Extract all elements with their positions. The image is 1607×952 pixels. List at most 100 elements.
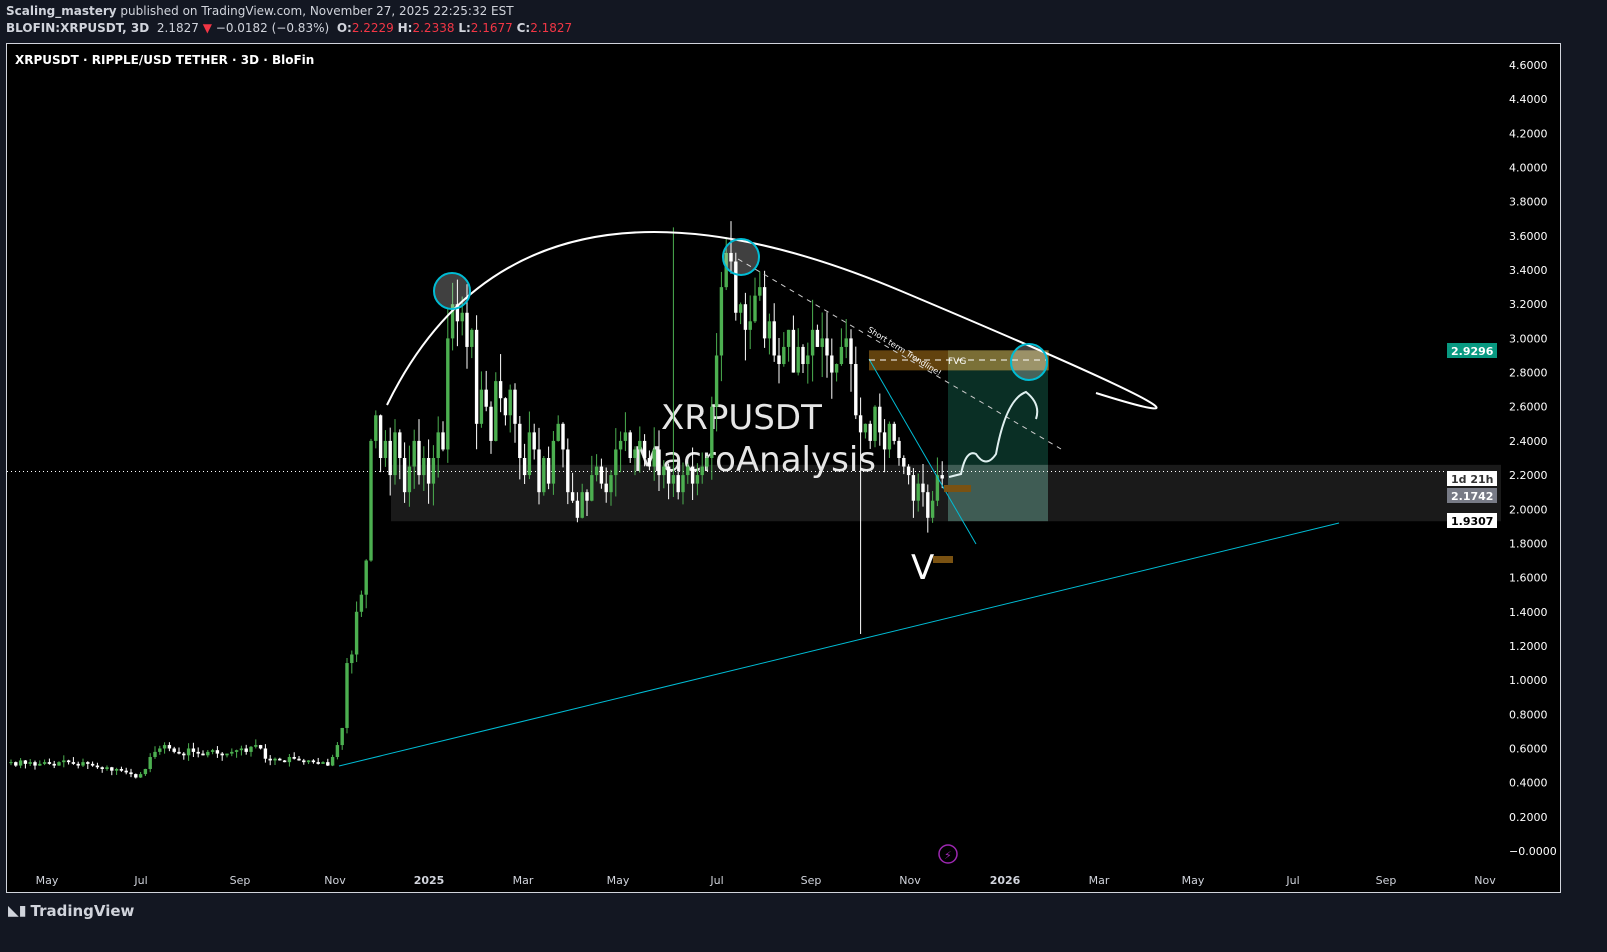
y-tick-label: 2.8000	[1509, 367, 1548, 380]
candle-body	[412, 440, 416, 467]
candle-body	[858, 415, 863, 433]
candle-body	[162, 745, 167, 749]
candle-body	[647, 458, 652, 467]
candle-body	[258, 745, 263, 749]
y-tick-label: 1.8000	[1509, 537, 1548, 550]
candle-body	[657, 449, 661, 476]
candle-body	[244, 748, 248, 752]
pattern-letter: V	[911, 548, 934, 588]
y-tick-label: 3.8000	[1509, 196, 1548, 209]
candle-body	[940, 475, 944, 479]
candle-body	[422, 458, 426, 476]
candle-body	[38, 763, 42, 766]
candle-body	[345, 663, 349, 728]
candle-body	[681, 475, 685, 493]
candle-body	[772, 321, 776, 356]
candle-body	[762, 287, 767, 339]
candle-body	[863, 423, 868, 433]
candle-body	[326, 762, 330, 766]
y-tick-label: 1.4000	[1509, 606, 1548, 619]
candle-body	[844, 338, 848, 347]
candle-body	[316, 762, 320, 764]
candle-body	[33, 762, 37, 766]
candle-body	[604, 483, 608, 493]
candle-body	[230, 751, 234, 754]
y-tick-label: 2.6000	[1509, 401, 1548, 414]
candle-body	[86, 762, 90, 764]
candle-body	[522, 458, 527, 476]
candle-body	[854, 364, 858, 416]
candle-body	[278, 758, 282, 761]
candle-body	[129, 772, 133, 775]
y-tick-label: 4.4000	[1509, 93, 1548, 106]
candle-body	[676, 475, 680, 493]
candle-body	[700, 466, 704, 476]
stop-box	[948, 464, 1048, 522]
candle-body	[734, 261, 738, 313]
candle-body	[287, 757, 292, 763]
tradingview-logo[interactable]: ◣▮ TradingView	[8, 902, 134, 920]
candle-body	[52, 763, 56, 766]
candle-body	[158, 748, 162, 752]
candle-body	[369, 440, 373, 561]
low-value: 2.1677	[470, 21, 513, 35]
candle-body	[455, 304, 460, 322]
close-value: 2.1827	[530, 21, 573, 35]
candle-body	[292, 757, 296, 759]
candle-body	[18, 760, 23, 766]
y-tick-label: 0.4000	[1509, 777, 1548, 790]
candle-body	[628, 432, 632, 458]
y-tick-label: 0.6000	[1509, 742, 1548, 755]
candle-body	[474, 329, 479, 424]
stop-price-tag: 1.9307	[1451, 515, 1493, 528]
y-tick-label: 3.4000	[1509, 264, 1548, 277]
candle-body	[138, 774, 143, 778]
candle-body	[263, 748, 268, 759]
x-tick-label: 2026	[990, 874, 1021, 887]
candle-body	[71, 762, 76, 764]
small-fvg	[933, 556, 953, 563]
candle-body	[407, 466, 412, 493]
candle-body	[892, 423, 896, 441]
candle-body	[143, 768, 148, 775]
candle-body	[110, 767, 114, 771]
candle-body	[935, 475, 940, 501]
highlight-circle	[722, 238, 760, 276]
author[interactable]: Scaling_mastery	[6, 4, 117, 18]
candle-body	[551, 440, 556, 484]
x-tick-label: Jul	[709, 874, 723, 887]
candle-body	[882, 432, 887, 450]
symbol: BLOFIN:XRPUSDT, 3D	[6, 21, 150, 35]
candle-body	[724, 252, 728, 288]
candle-body	[849, 338, 853, 365]
candle-body	[758, 287, 762, 296]
x-tick-label: 2025	[414, 874, 445, 887]
candle-body	[926, 492, 930, 518]
candle-body	[90, 763, 95, 766]
y-tick-label: 4.6000	[1509, 59, 1548, 72]
fvg-label: FVG	[948, 357, 966, 367]
x-tick-label: Sep	[230, 874, 251, 887]
candle-body	[532, 432, 536, 450]
candle-body	[282, 760, 287, 763]
candle-body	[254, 745, 258, 747]
candle-body	[494, 381, 498, 441]
candle-body	[167, 745, 172, 749]
chart-frame[interactable]: XRPUSDT MacroAnalysis FVG Short term Trend…	[6, 43, 1561, 893]
candle-body	[76, 763, 80, 766]
candle-body	[177, 751, 181, 754]
target-price-tag: 2.9296	[1451, 345, 1494, 358]
y-tick-label: 1.2000	[1509, 640, 1548, 653]
y-tick-label: 0.2000	[1509, 811, 1548, 824]
candle-body	[686, 466, 690, 476]
candle-body	[153, 751, 157, 758]
candle-body	[594, 466, 599, 476]
countdown-tag-bg	[1447, 471, 1497, 486]
candle-body	[820, 338, 824, 347]
candle-body	[599, 466, 604, 484]
y-tick-label: 3.2000	[1509, 298, 1548, 311]
y-tick-label: 2.4000	[1509, 435, 1548, 448]
candle-body	[249, 746, 253, 752]
candle-body	[14, 762, 18, 766]
